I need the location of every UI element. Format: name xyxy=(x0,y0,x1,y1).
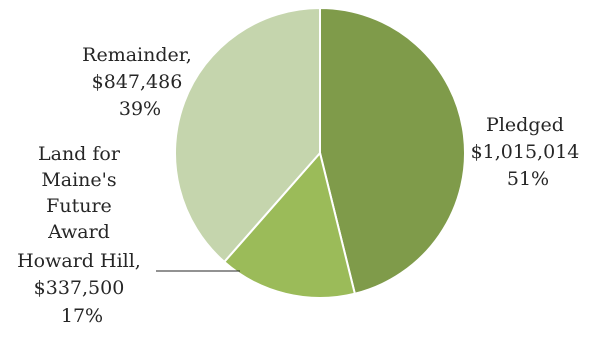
pie-slice-pledged xyxy=(319,6,466,295)
svg-text:Pledged $1,015,014: Pledged $1,015,014 51% xyxy=(471,114,586,190)
label-remainder-line-2: $847,486 xyxy=(92,71,183,93)
pie-slices xyxy=(174,6,466,299)
label-pledged: Pledged $1,015,014 51% xyxy=(471,114,586,190)
label-howard-hill-line-4: Award xyxy=(47,221,110,243)
label-howard-hill-line-3: Future xyxy=(46,195,112,217)
label-remainder-line-3: 39% xyxy=(119,98,161,120)
svg-text:Land for Maine's F: Land for Maine's Future Award Howard Hil… xyxy=(17,143,147,327)
pie-slice-howard-hill xyxy=(222,150,357,299)
pie-slice-remainder xyxy=(174,6,321,264)
label-pledged-line-2: $1,015,014 xyxy=(471,141,580,163)
svg-text:Remainder, $847,486: Remainder, $847,486 39% xyxy=(82,44,198,120)
label-remainder: Remainder, $847,486 39% xyxy=(82,44,198,120)
label-remainder-line-1: Remainder, xyxy=(82,44,192,66)
label-howard-hill-line-7: 17% xyxy=(61,305,103,327)
label-pledged-line-1: Pledged xyxy=(486,114,564,136)
label-pledged-line-3: 51% xyxy=(507,168,549,190)
label-howard-hill: Land for Maine's Future Award Howard Hil… xyxy=(17,143,147,327)
label-howard-hill-line-1: Land for xyxy=(38,143,121,165)
label-howard-hill-line-2: Maine's xyxy=(41,169,116,191)
label-howard-hill-line-6: $337,500 xyxy=(34,277,125,299)
label-howard-hill-line-5: Howard Hill, xyxy=(17,250,141,272)
